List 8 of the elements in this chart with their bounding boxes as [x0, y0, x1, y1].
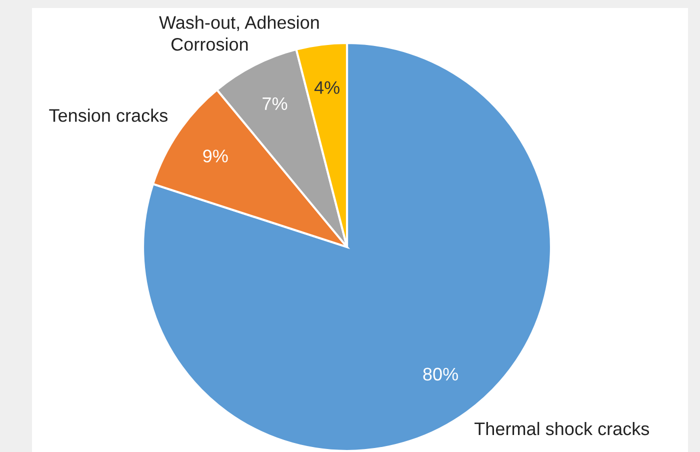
- data-label: 80%: [423, 368, 458, 381]
- slice-label: Tension cracks: [49, 108, 168, 122]
- data-label: 7%: [262, 97, 288, 110]
- slice-label: Wash-out, Adhesion: [159, 16, 319, 32]
- slice-label: Thermal shock cracks: [474, 422, 650, 436]
- data-label: 9%: [203, 150, 228, 162]
- slice-label: Corrosion: [171, 38, 248, 51]
- data-label: 4%: [314, 81, 340, 94]
